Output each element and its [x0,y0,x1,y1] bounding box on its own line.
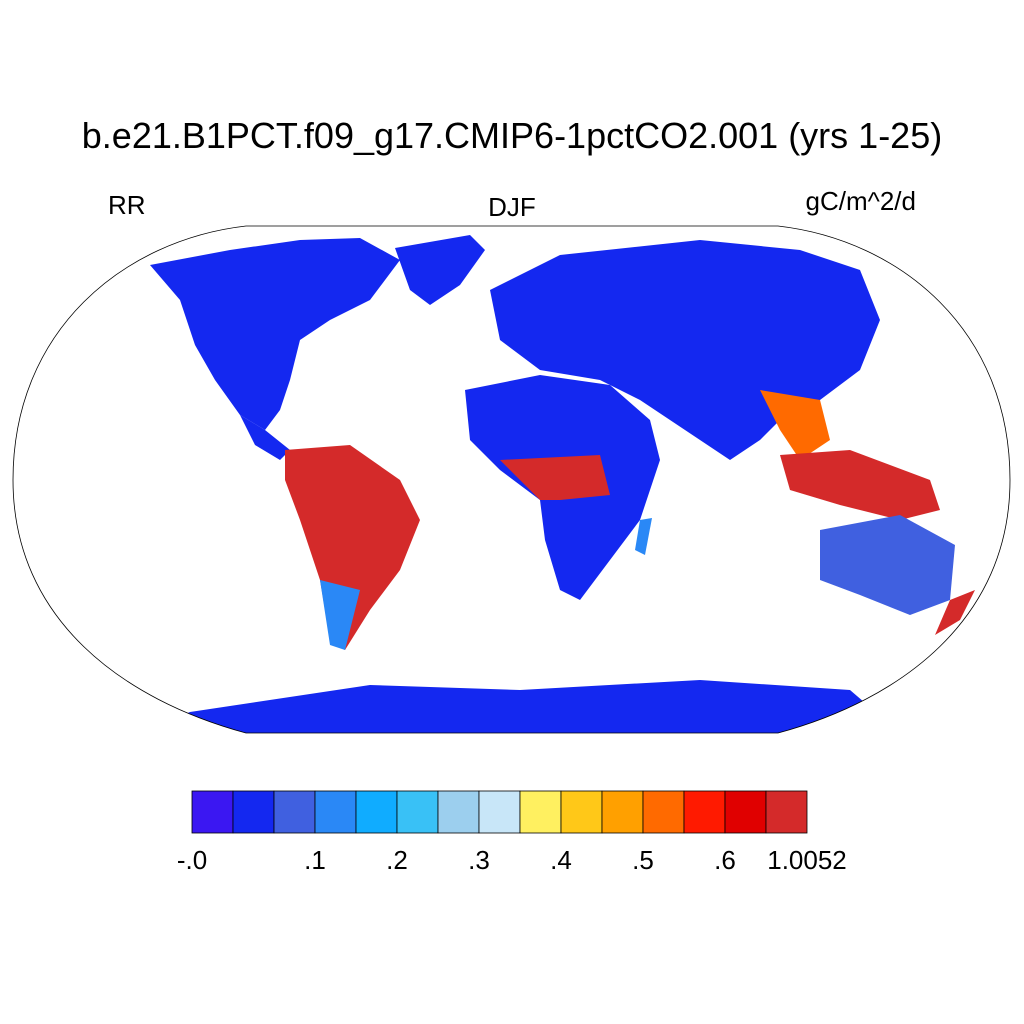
colorbar-box [560,790,603,834]
colorbar-box [683,790,726,834]
colorbar-box [519,790,562,834]
indonesia [780,450,940,520]
season-label: DJF [488,192,536,222]
colorbar-box [273,790,316,834]
north-america [150,238,400,430]
colorbar-box [314,790,357,834]
central-america [240,415,290,460]
madagascar [635,518,652,555]
colorbar-tick-label: .3 [468,845,490,875]
australia [820,515,955,615]
colorbar-box [765,790,808,834]
colorbar-box [191,790,234,834]
map-panel [140,235,975,733]
antarctica [140,680,900,733]
colorbar-tick-label: 1.0052 [767,845,847,875]
colorbar-box [396,790,439,834]
chart-title: b.e21.B1PCT.f09_g17.CMIP6-1pctCO2.001 (y… [81,115,943,156]
new-zealand [935,590,975,635]
africa-tropics [500,455,610,500]
colorbar-tick-label: .4 [550,845,572,875]
variable-label: RR [108,190,146,220]
colorbar-box [232,790,275,834]
colorbar-box [437,790,480,834]
south-america-south [320,580,360,650]
units-label: gC/m^2/d [805,186,916,216]
colorbar-box [355,790,398,834]
greenland [395,235,485,305]
colorbar-tick-label: .2 [386,845,408,875]
south-america [285,445,420,650]
colorbar-box [642,790,685,834]
colorbar-tick-label: .6 [714,845,736,875]
colorbar-box [724,790,767,834]
colorbar-tick-label: -.0 [176,845,208,875]
colorbar [191,790,808,834]
colorbar-tick-label: .5 [632,845,654,875]
southeast-asia [760,390,830,460]
colorbar-box [601,790,644,834]
colorbar-box [478,790,521,834]
colorbar-tick-label: .1 [304,845,326,875]
map-outline [12,225,1011,734]
